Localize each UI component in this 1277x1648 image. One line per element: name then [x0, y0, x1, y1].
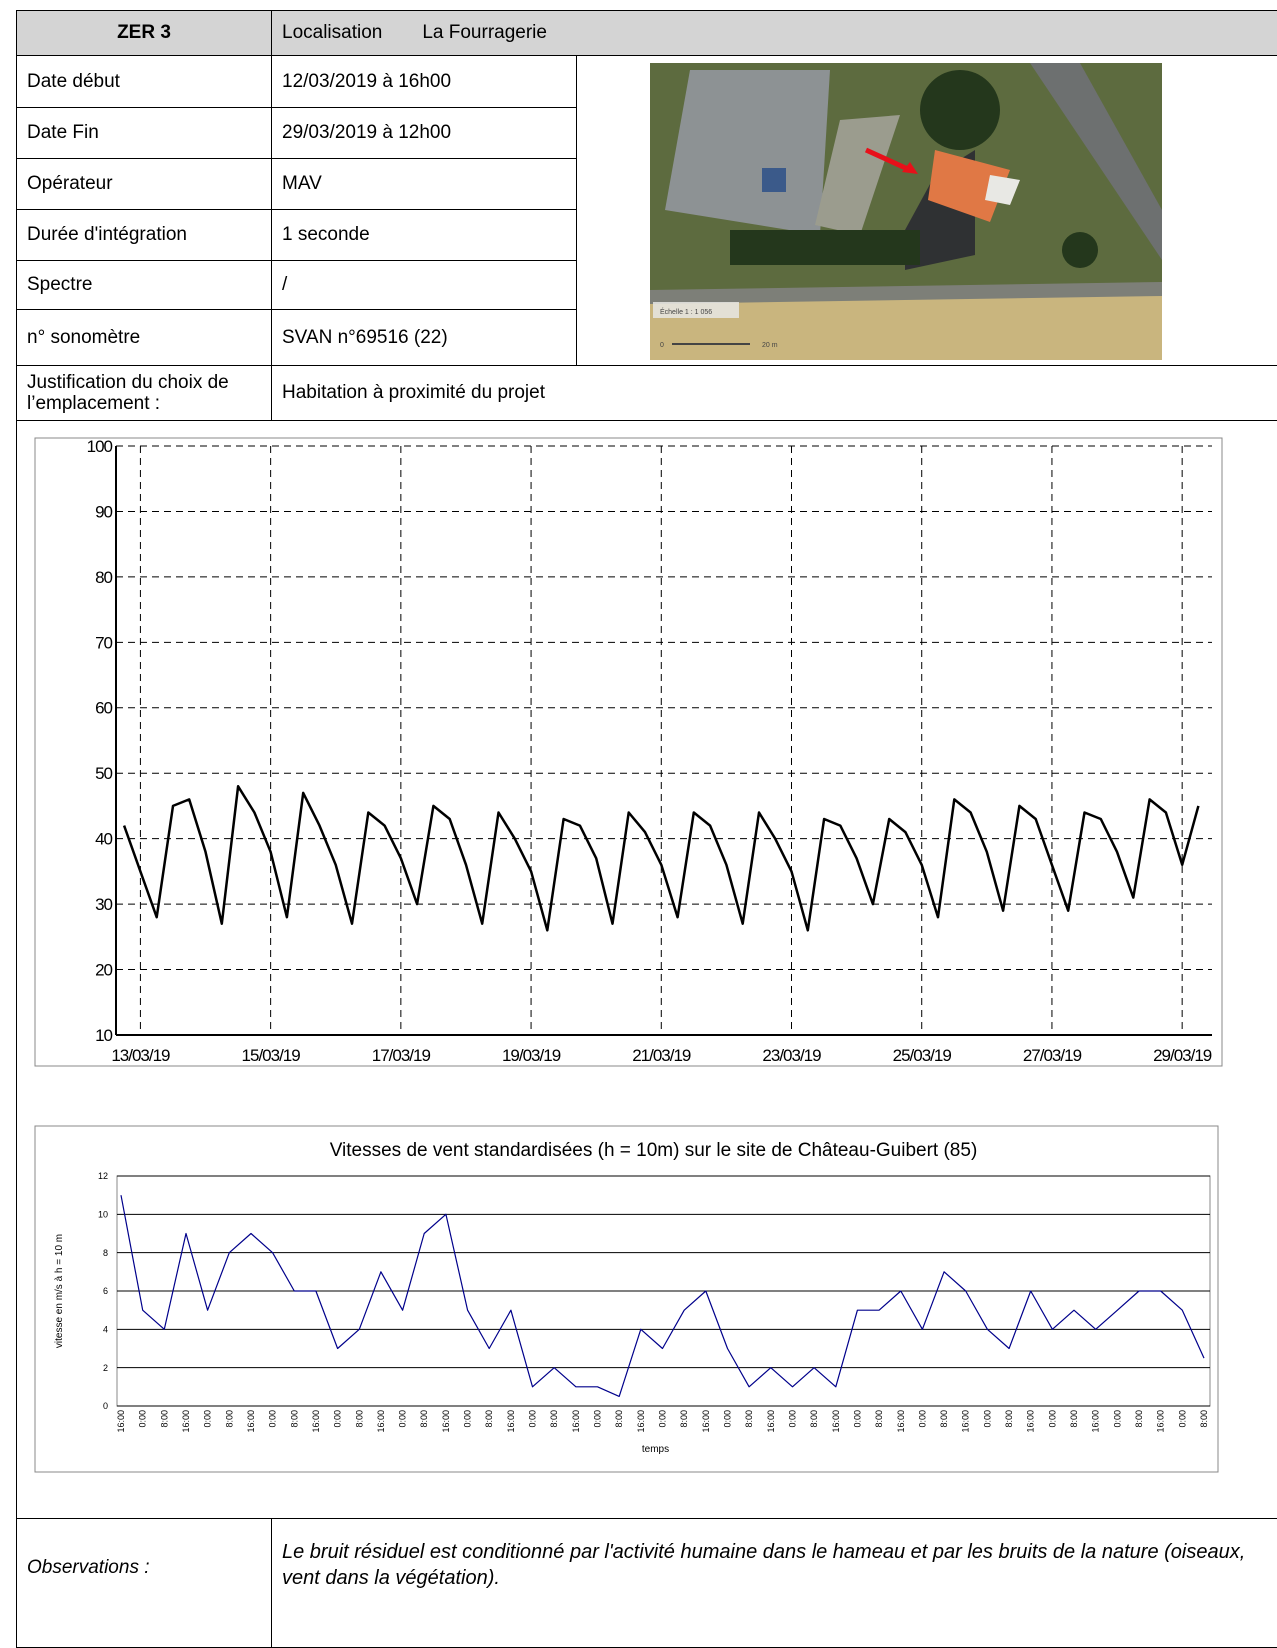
field-label: Opérateur	[16, 158, 272, 210]
field-label: Date début	[16, 55, 272, 108]
observations-text: Le bruit résiduel est conditionné par l'…	[282, 1541, 1246, 1589]
chart-section	[16, 420, 1277, 1519]
field-label: n° sonomètre	[16, 309, 272, 366]
justification-label: Justification du choix de l’emplacement …	[16, 365, 272, 421]
location: La Fourragerie	[422, 22, 547, 43]
observations-label: Observations :	[16, 1518, 272, 1648]
location-label: Localisation	[282, 22, 383, 43]
justification-value: Habitation à proximité du projet	[271, 365, 1277, 421]
field-value: 1 seconde	[271, 209, 577, 261]
field-value: 12/03/2019 à 16h00	[271, 55, 577, 108]
field-label: Date Fin	[16, 107, 272, 159]
observations-cell: Le bruit résiduel est conditionné par l'…	[271, 1518, 1277, 1648]
field-value: /	[271, 260, 577, 310]
field-value: 29/03/2019 à 12h00	[271, 107, 577, 159]
field-value: MAV	[271, 158, 577, 210]
field-label: Spectre	[16, 260, 272, 310]
field-value: SVAN n°69516 (22)	[271, 309, 577, 366]
photo-cell	[576, 55, 1277, 366]
header-title: ZER 3	[16, 10, 272, 56]
header-location: Localisation La Fourragerie	[271, 10, 1277, 56]
field-label: Durée d'intégration	[16, 209, 272, 261]
